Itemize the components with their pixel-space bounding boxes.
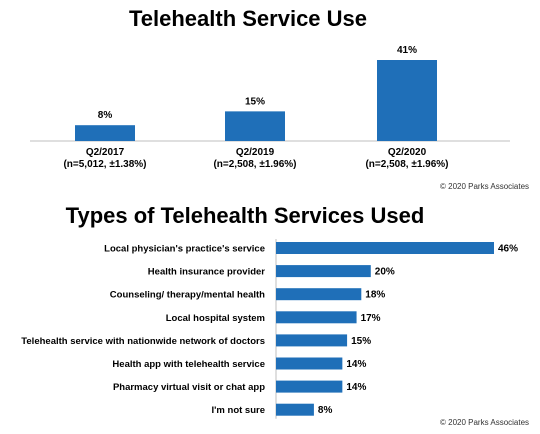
chart2-bar [276, 311, 357, 324]
chart1-bar [225, 111, 285, 141]
chart1-data-label: 15% [245, 96, 265, 107]
chart2-category-label: Local physician's practice's service [104, 244, 265, 255]
chart2-bar [276, 265, 371, 278]
chart2-category-label: Health app with telehealth service [112, 359, 265, 370]
chart2-bar [276, 403, 314, 416]
chart2-data-label: 14% [346, 382, 366, 393]
chart1-tick-sublabel: (n=2,508, ±1.96%) [213, 159, 296, 170]
chart2-bar [276, 288, 362, 301]
chart1-data-label: 8% [98, 110, 113, 121]
chart1-tick-label: Q2/2020 [388, 147, 427, 158]
chart2-bar [276, 357, 343, 370]
chart2-data-label: 15% [351, 336, 371, 347]
chart2-category-label: Counseling/ therapy/mental health [110, 290, 265, 301]
chart1-tick-label: Q2/2017 [86, 147, 125, 158]
chart2-data-label: 18% [365, 290, 385, 301]
chart1-tick-label: Q2/2019 [236, 147, 275, 158]
chart1-bar [377, 60, 437, 141]
chart1-data-label: 41% [397, 45, 417, 56]
chart2-bar [276, 334, 348, 347]
chart2-data-label: 20% [375, 267, 395, 278]
chart2-data-label: 8% [318, 405, 333, 416]
chart1-title: Telehealth Service Use [128, 6, 368, 31]
chart2-data-label: 17% [361, 313, 381, 324]
chart2-data-label: 14% [346, 359, 366, 370]
chart2-credit: © 2020 Parks Associates [440, 418, 530, 427]
chart2-category-label: Pharmacy virtual visit or chat app [113, 382, 265, 393]
chart1-tick-sublabel: (n=2,508, ±1.96%) [365, 159, 448, 170]
chart1-credit: © 2020 Parks Associates [440, 182, 530, 191]
chart2-category-label: Local hospital system [166, 313, 265, 324]
chart1-bar [75, 125, 135, 141]
chart2-category-label: Telehealth service with nationwide netwo… [21, 336, 265, 347]
chart2-bar [276, 380, 343, 393]
chart2-title: Types of Telehealth Services Used [65, 203, 425, 228]
chart1-tick-sublabel: (n=5,012, ±1.38%) [63, 159, 146, 170]
chart2-bar [276, 242, 494, 254]
chart2-category-label: I'm not sure [212, 405, 265, 416]
chart2-data-label: 46% [498, 244, 518, 255]
chart2-category-label: Health insurance provider [148, 267, 266, 278]
